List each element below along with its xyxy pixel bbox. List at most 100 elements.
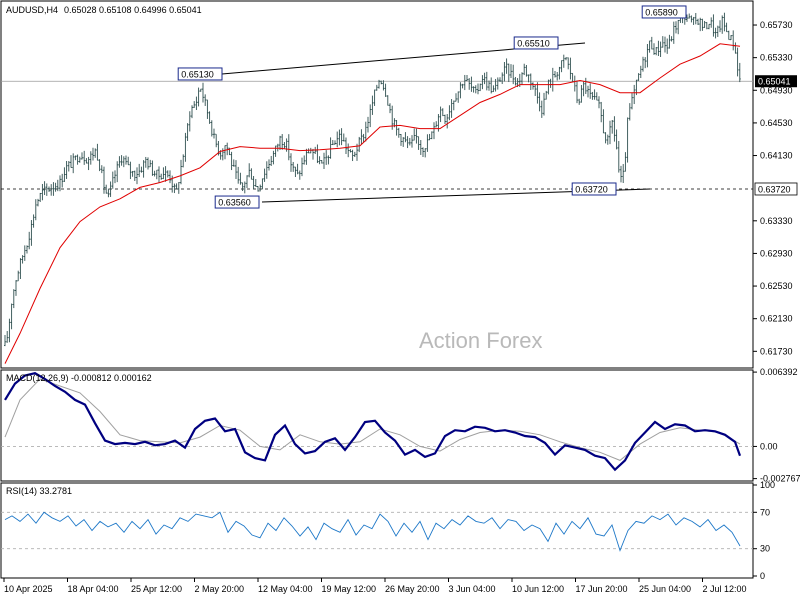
candle — [613, 116, 616, 142]
candle — [708, 23, 710, 30]
candle — [87, 156, 90, 171]
candle — [28, 231, 31, 250]
time-tick-label: 25 Jun 04:00 — [639, 584, 691, 594]
candle — [142, 160, 145, 178]
rsi-panel[interactable] — [0, 482, 754, 579]
price-tick-label: 0.62930 — [760, 248, 793, 258]
candle — [131, 170, 134, 177]
candle — [534, 84, 537, 96]
candle — [184, 132, 187, 162]
candle — [199, 88, 202, 92]
candle — [426, 134, 429, 152]
candle — [175, 183, 178, 190]
candle — [301, 157, 303, 177]
candle — [523, 63, 526, 76]
price-tick-label: 0.64530 — [760, 118, 793, 128]
candle — [736, 47, 739, 77]
candle — [325, 150, 328, 165]
candle — [105, 184, 108, 194]
candle — [76, 154, 79, 165]
candle — [595, 92, 598, 101]
candle — [688, 13, 691, 19]
price-tick-label: 0.61730 — [760, 346, 793, 356]
candle — [439, 106, 442, 123]
level-label-text: 0.63720 — [575, 184, 608, 194]
candle — [716, 25, 719, 37]
candle — [602, 109, 605, 134]
candle — [305, 148, 308, 165]
candle — [250, 168, 253, 180]
price-panel[interactable] — [0, 0, 754, 369]
ohlc-label: 0.65028 0.65108 0.64996 0.65041 — [64, 5, 202, 15]
level-label-box — [177, 67, 223, 81]
time-tick-label: 10 Jun 12:00 — [512, 584, 564, 594]
candle — [529, 73, 532, 90]
candle — [430, 131, 433, 140]
candle — [100, 165, 103, 174]
candle — [727, 30, 730, 41]
candle — [648, 40, 651, 53]
price-tick-label: 0.62130 — [760, 314, 793, 324]
candle — [202, 82, 204, 103]
candle — [151, 160, 154, 176]
candle — [263, 168, 266, 182]
candle — [404, 132, 407, 143]
candle — [111, 171, 114, 189]
candle — [259, 184, 262, 192]
candle — [466, 75, 468, 81]
candle — [107, 188, 110, 198]
candle — [402, 137, 405, 147]
candle — [479, 83, 482, 92]
candle — [287, 134, 290, 161]
candle — [294, 166, 297, 178]
macd-panel[interactable] — [0, 369, 754, 482]
axes: 0.65730 0.65330 0.64930 0.64530 0.64130 0.633… — [3, 20, 800, 594]
candle — [389, 103, 391, 114]
rsi-title: RSI(14) 33.2781 — [6, 486, 72, 496]
price-tick-label: 0.63330 — [760, 216, 793, 226]
candle — [241, 182, 244, 192]
candle — [347, 143, 350, 158]
candle — [15, 280, 17, 296]
rsi-series — [1, 511, 753, 552]
price-tick-label: 0.65730 — [760, 20, 793, 30]
candle — [83, 150, 86, 165]
candle — [215, 133, 218, 148]
candle — [367, 116, 369, 133]
candle — [147, 157, 149, 170]
time-tick-label: 3 Jun 04:00 — [449, 584, 496, 594]
candle — [320, 160, 323, 164]
candle — [224, 145, 226, 160]
macd-signal-line — [4, 378, 741, 461]
candle — [406, 136, 409, 149]
candle — [334, 140, 336, 145]
candle — [182, 154, 185, 168]
candle — [488, 80, 490, 91]
candle — [576, 80, 578, 104]
candle — [61, 173, 64, 188]
candle — [644, 57, 647, 69]
candle — [657, 40, 660, 57]
candle — [444, 114, 446, 124]
candle — [587, 85, 589, 98]
candle — [642, 56, 644, 72]
candle — [329, 137, 332, 159]
candle — [48, 186, 50, 192]
candle — [360, 129, 363, 145]
price-series: 0.65130 0.63560 0.65510 0.63720 0.65890 — [1, 5, 753, 364]
candle — [562, 54, 565, 68]
rsi-line — [4, 511, 741, 552]
candle — [624, 152, 627, 172]
candle — [19, 258, 22, 280]
candle — [232, 159, 235, 167]
candle — [318, 156, 321, 165]
candle — [252, 175, 255, 190]
candle — [646, 44, 649, 68]
candle — [371, 95, 374, 115]
candle — [452, 100, 455, 111]
candle — [268, 159, 270, 171]
candle — [78, 156, 81, 163]
candle — [380, 80, 383, 85]
candle — [611, 119, 614, 134]
